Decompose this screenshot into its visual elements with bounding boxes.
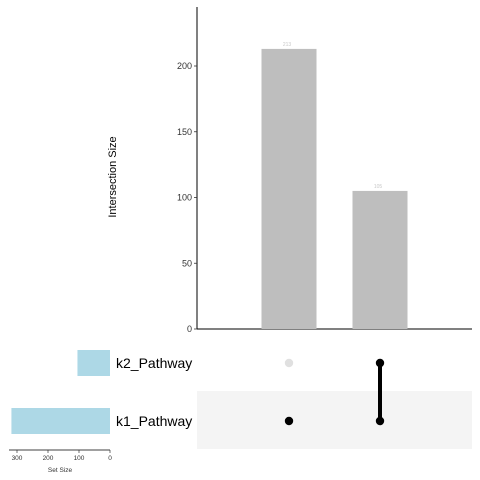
y-tick-label: 100 [177, 193, 192, 203]
intersection-bar-label: 105 [374, 184, 383, 190]
intersection-bars: 213 105 [261, 42, 408, 329]
y-tick-label: 150 [177, 127, 192, 137]
set-size-tick-label: 0 [108, 455, 112, 462]
intersection-size-plot: 0 50 100 150 200 213 105 Intersection Size [107, 7, 472, 334]
matrix-stripes [197, 391, 472, 449]
set-size-ticks: 300 200 100 0 [12, 450, 112, 462]
y-tick-label: 50 [182, 258, 192, 268]
set-name-label: k2_Pathway [116, 355, 192, 371]
intersection-bar [352, 190, 408, 329]
set-size-bars [11, 350, 111, 434]
set-names: k2_Pathway k1_Pathway [116, 355, 192, 429]
matrix-dot-inactive [284, 358, 294, 368]
set-size-bar [11, 408, 111, 434]
intersection-matrix [284, 358, 385, 426]
intersection-bar-label: 213 [283, 42, 292, 48]
y-axis-ticks: 0 50 100 150 200 [177, 61, 197, 334]
intersection-bar [261, 48, 317, 329]
y-tick-label: 0 [187, 324, 192, 334]
y-axis-title: Intersection Size [107, 136, 119, 217]
y-tick-label: 200 [177, 61, 192, 71]
set-name-label: k1_Pathway [116, 413, 192, 429]
set-size-plot: 300 200 100 0 Set Size [9, 350, 112, 474]
matrix-row-stripe [197, 391, 472, 449]
matrix-dot-active [284, 416, 294, 426]
set-size-bar [77, 350, 110, 376]
set-size-tick-label: 200 [43, 455, 54, 462]
set-size-title: Set Size [48, 467, 73, 474]
set-size-tick-label: 300 [12, 455, 23, 462]
set-size-tick-label: 100 [74, 455, 85, 462]
